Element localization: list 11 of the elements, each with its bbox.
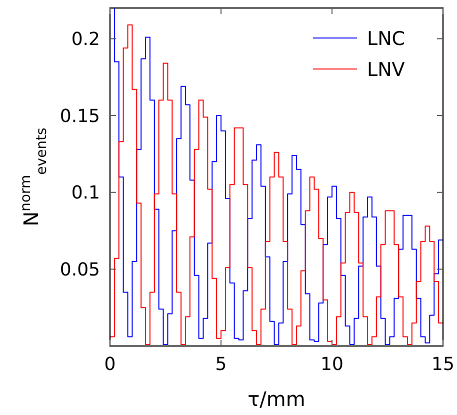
y-tick-label: 0.1: [71, 182, 100, 204]
x-tick-label: 5: [215, 354, 227, 375]
x-tick-label: 10: [320, 354, 344, 375]
x-tick-label: 0: [104, 354, 116, 375]
x-axis-title: τ/mm: [248, 387, 306, 411]
y-tick-label: 0.15: [60, 106, 100, 127]
x-tick-label: 15: [432, 354, 454, 375]
y-tick-label: 0.2: [71, 29, 100, 50]
legend-label: LNV: [367, 59, 405, 81]
legend-label: LNC: [367, 28, 406, 50]
y-tick-label: 0.05: [60, 259, 100, 280]
